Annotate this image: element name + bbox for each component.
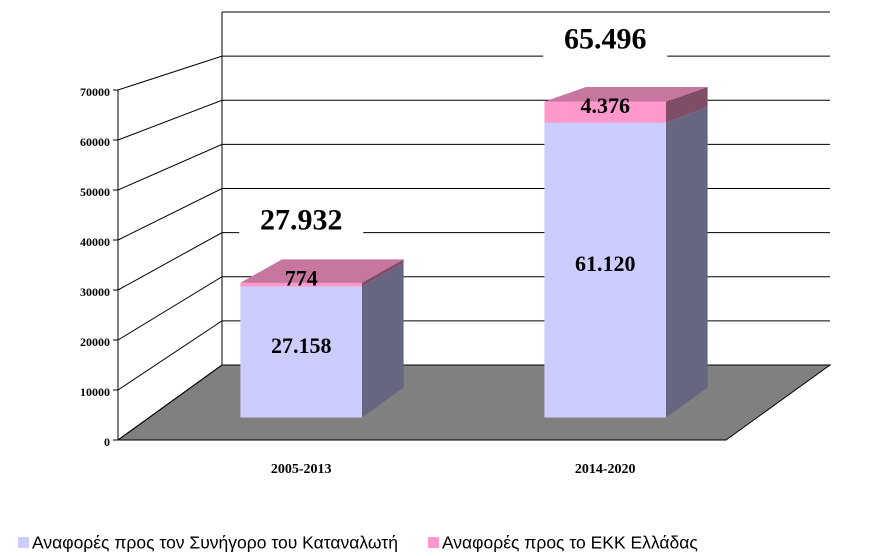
y-tick-label: 40000 xyxy=(80,235,110,249)
bar-side xyxy=(666,107,708,418)
y-tick-label: 60000 xyxy=(80,135,110,149)
data-label: 61.120 xyxy=(575,251,636,276)
x-tick-label: 2005-2013 xyxy=(271,462,332,477)
total-label-bg xyxy=(543,23,668,60)
bar-front xyxy=(240,282,362,287)
data-label: 4.376 xyxy=(580,93,630,118)
y-tick-label: 30000 xyxy=(80,285,110,299)
legend-label: Αναφορές προς το ΕΚΚ Ελλάδας xyxy=(442,533,698,553)
bar-front xyxy=(544,101,666,123)
x-tick-label: 2014-2020 xyxy=(575,462,636,477)
total-label: 27.932 xyxy=(260,204,343,237)
y-tick-label: 10000 xyxy=(80,385,110,399)
total-label: 65.496 xyxy=(564,22,647,55)
grid-line xyxy=(117,276,830,341)
grid-line xyxy=(117,55,830,91)
total-label-bg xyxy=(239,204,364,241)
legend-swatch xyxy=(18,537,29,548)
bar-side xyxy=(362,262,404,418)
bar-side xyxy=(362,259,404,287)
bar-front xyxy=(240,286,362,418)
grid-line xyxy=(117,232,830,291)
bar-top xyxy=(544,86,708,102)
bar-front xyxy=(544,122,666,418)
bar-top xyxy=(240,259,404,283)
y-tick-label: 0 xyxy=(104,435,110,449)
bar-side xyxy=(666,86,708,123)
y-tick-label: 50000 xyxy=(80,185,110,199)
legend-swatch xyxy=(427,537,439,548)
grid-line xyxy=(117,143,830,191)
data-label: 27.158 xyxy=(271,333,332,358)
data-label: 774 xyxy=(285,266,318,291)
legend-label: Αναφορές προς τον Συνήγορο του Καταναλωτ… xyxy=(32,533,398,553)
y-tick-label: 70000 xyxy=(80,85,110,99)
floor xyxy=(116,364,832,441)
grid-line xyxy=(117,99,830,141)
y-tick-label: 20000 xyxy=(80,335,110,349)
